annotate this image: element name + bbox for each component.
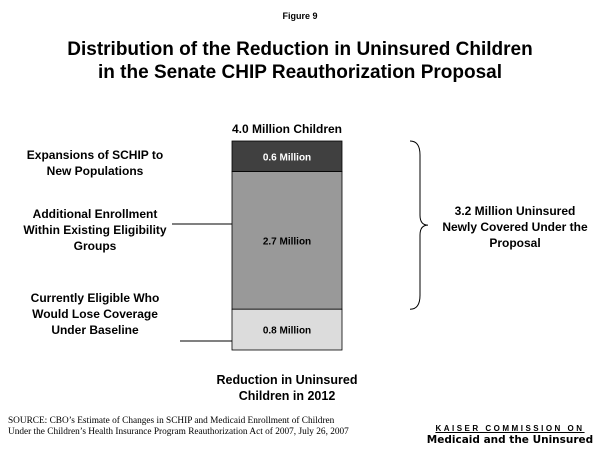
source: SOURCE: CBO’s Estimate of Changes in SCH… xyxy=(8,416,349,437)
legend-label: Expansions of SCHIP to New Populations xyxy=(26,148,164,178)
value-label: 0.6 Million xyxy=(263,152,311,163)
figure-label: Figure 9 xyxy=(282,11,318,21)
logo: KAISER COMMISSION ON xyxy=(435,424,585,433)
total-label: 4.0 Million Children xyxy=(231,122,342,136)
chart-title: in the Senate CHIP Reauthorization Propo… xyxy=(98,62,502,83)
bracket-label: 3.2 Million Uninsured Newly Covered Unde… xyxy=(442,204,588,250)
bar-segment xyxy=(231,308,343,351)
chart-title: Distribution of the Reduction in Uninsur… xyxy=(67,39,533,60)
logo: Medicaid and the Uninsured xyxy=(426,434,594,446)
bar-segment xyxy=(231,171,343,310)
bar-segment xyxy=(231,140,343,172)
bracket xyxy=(409,140,429,310)
value-label: 2.7 Million xyxy=(263,236,311,247)
category-label: Reduction in Uninsured Children in 2012 xyxy=(216,373,358,403)
value-label: 0.8 Million xyxy=(263,326,311,337)
legend-label: Additional Enrollment Within Existing El… xyxy=(23,207,167,253)
legend-label: Currently Eligible Who Would Lose Covera… xyxy=(30,291,160,337)
